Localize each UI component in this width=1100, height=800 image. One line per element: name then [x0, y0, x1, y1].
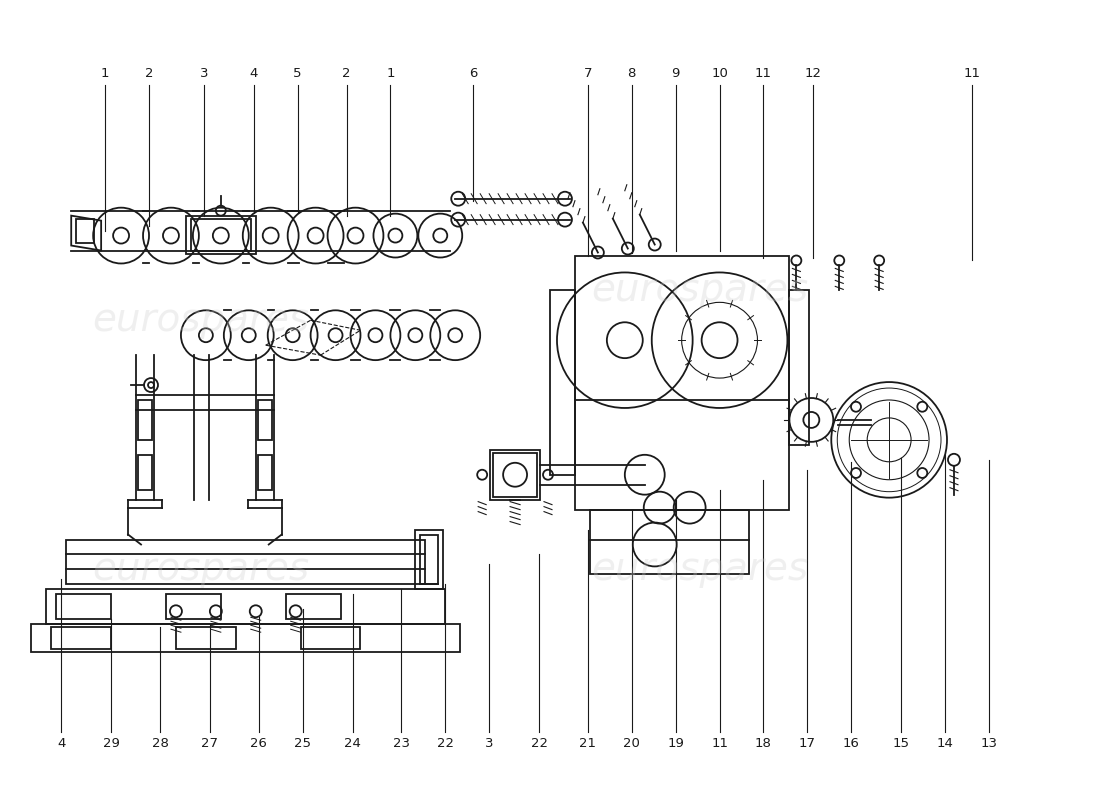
Text: 1: 1	[386, 66, 395, 80]
Text: 24: 24	[344, 738, 361, 750]
Bar	[257, 400, 272, 440]
Bar	[138, 400, 152, 440]
Bar	[491, 450, 540, 500]
Bar	[31, 624, 460, 652]
Text: 28: 28	[152, 738, 168, 750]
Bar	[790, 290, 810, 445]
Text: eurospares: eurospares	[92, 302, 309, 339]
Text: 22: 22	[437, 738, 454, 750]
Text: 3: 3	[485, 738, 494, 750]
Bar	[493, 453, 537, 497]
Bar	[166, 594, 221, 619]
Text: 9: 9	[671, 66, 680, 80]
Text: 13: 13	[980, 738, 998, 750]
Text: 22: 22	[530, 738, 548, 750]
Bar	[300, 627, 361, 649]
Text: 19: 19	[668, 738, 684, 750]
Bar	[52, 627, 111, 649]
Text: 2: 2	[342, 66, 351, 80]
Bar	[191, 218, 251, 250]
Bar	[575, 255, 790, 510]
Text: 20: 20	[624, 738, 640, 750]
Text: 6: 6	[469, 66, 477, 80]
Bar	[46, 590, 446, 624]
Bar	[138, 455, 152, 490]
Text: 23: 23	[393, 738, 410, 750]
Text: 14: 14	[936, 738, 954, 750]
Text: 25: 25	[294, 738, 311, 750]
Text: 16: 16	[843, 738, 860, 750]
Bar	[286, 594, 341, 619]
Text: 17: 17	[799, 738, 816, 750]
Text: 8: 8	[628, 66, 636, 80]
Bar	[550, 290, 575, 474]
Text: eurospares: eurospares	[591, 271, 808, 310]
Text: 10: 10	[711, 66, 728, 80]
Bar	[416, 530, 443, 590]
Text: 11: 11	[964, 66, 980, 80]
Text: eurospares: eurospares	[92, 550, 309, 589]
Text: 7: 7	[584, 66, 592, 80]
Text: 2: 2	[145, 66, 153, 80]
Text: 27: 27	[201, 738, 219, 750]
Text: 15: 15	[892, 738, 910, 750]
Bar	[176, 627, 235, 649]
Text: 21: 21	[580, 738, 596, 750]
Text: 18: 18	[755, 738, 772, 750]
Text: 29: 29	[102, 738, 120, 750]
Text: 11: 11	[711, 738, 728, 750]
Text: 4: 4	[57, 738, 65, 750]
Bar	[420, 534, 438, 584]
Text: 11: 11	[755, 66, 772, 80]
Text: 1: 1	[101, 66, 109, 80]
Bar	[56, 594, 111, 619]
Bar	[186, 216, 255, 254]
Bar	[76, 218, 95, 242]
Text: 12: 12	[805, 66, 822, 80]
Text: eurospares: eurospares	[591, 550, 808, 589]
Text: 5: 5	[294, 66, 301, 80]
Bar	[257, 455, 272, 490]
Text: 4: 4	[250, 66, 257, 80]
Text: 3: 3	[199, 66, 208, 80]
Text: 26: 26	[251, 738, 267, 750]
Bar	[66, 539, 426, 584]
Bar	[590, 510, 749, 574]
